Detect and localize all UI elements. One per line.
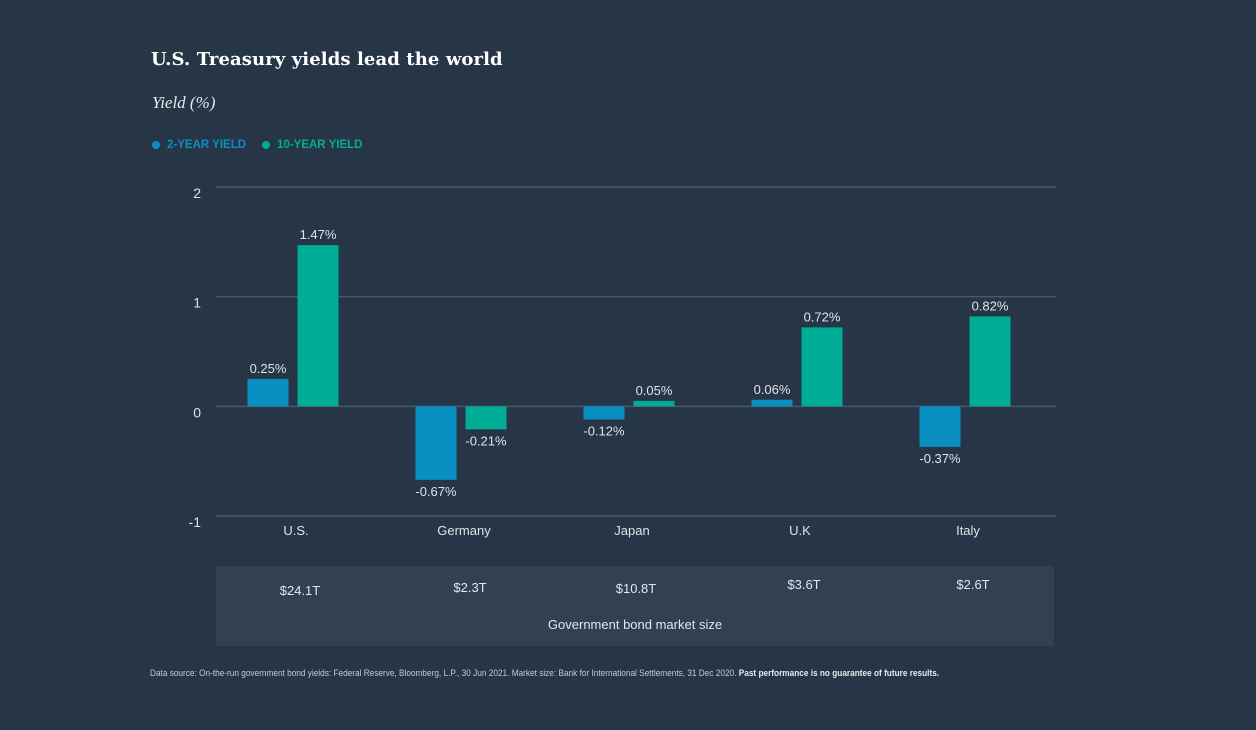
gridlines (216, 186, 1056, 517)
bar-2-year (415, 406, 457, 480)
bar-10-year (801, 327, 843, 407)
data-label: 0.06% (754, 382, 791, 397)
bar-2-year (751, 399, 793, 407)
y-tick-labels: 2 1 0 -1 (189, 185, 202, 530)
data-label: 0.25% (250, 361, 287, 376)
bar-2-year (583, 406, 625, 420)
y-tick-label: 1 (193, 295, 201, 311)
footnote-source: Data source: On-the-run government bond … (150, 668, 739, 679)
legend-item-10-year: 10-YEAR YIELD (262, 139, 362, 151)
legend-dot-10-year (262, 141, 271, 149)
bar-2-year (247, 378, 289, 407)
market-size-japan: $10.8T (615, 581, 657, 596)
x-tick-label: U.S. (283, 523, 308, 538)
market-size-panel: $24.1T $2.3T $10.8T $3.6T $2.6T Governme… (216, 566, 1054, 646)
data-label: 0.72% (804, 309, 841, 324)
x-tick-label: U.K (789, 523, 811, 538)
market-size-italy: $2.6T (956, 577, 990, 592)
legend-label-10-year: 10-YEAR YIELD (277, 139, 363, 151)
bar-10-year (633, 400, 675, 407)
x-tick-label: Germany (437, 523, 491, 538)
x-tick-label: Italy (956, 523, 980, 538)
y-axis-label: Yield (%) (152, 93, 216, 112)
data-label: 1.47% (300, 227, 337, 242)
x-tick-labels: U.S. Germany Japan U.K Italy (283, 523, 980, 538)
footnote-disclaimer: Past performance is no guarantee of futu… (738, 668, 940, 679)
data-label: -0.12% (583, 423, 625, 438)
bars (247, 245, 1011, 480)
market-size-caption: Government bond market size (547, 617, 723, 632)
footnote: Data source: On-the-run government bond … (150, 668, 939, 679)
legend-item-2-year: 2-YEAR YIELD (152, 139, 246, 151)
market-size-us: $24.1T (279, 583, 321, 598)
bar-chart: 210-1 0.25%1.47%-0.67%-0.21%-0.12%0.05% 0… (189, 185, 1056, 538)
y-tick-label: -1 (189, 514, 202, 530)
legend-label-2-year: 2-YEAR YIELD (167, 139, 247, 151)
data-label: -0.67% (415, 484, 457, 499)
data-label: -0.37% (919, 451, 961, 466)
chart-title: U.S. Treasury yields lead the world (151, 49, 503, 70)
y-tick-label: 0 (193, 404, 201, 420)
bar-10-year (969, 316, 1011, 407)
bar-10-year (297, 245, 339, 407)
bar-10-year (465, 406, 507, 430)
market-size-uk: $3.6T (787, 577, 821, 592)
bar-2-year (919, 406, 961, 447)
legend-dot-2-year (152, 141, 160, 149)
data-label: 0.05% (636, 383, 673, 398)
x-tick-label: Japan (614, 523, 649, 538)
y-tick-label: 2 (193, 185, 201, 201)
legend: 2-YEAR YIELD 10-YEAR YIELD (152, 139, 362, 151)
data-label: 0.82% (972, 298, 1009, 313)
data-labels: 0.25% 1.47% -0.67% -0.21% -0.12% 0.05% 0.06% 0.… (250, 227, 1009, 499)
market-size-germany: $2.3T (453, 580, 487, 595)
data-label: -0.21% (465, 433, 507, 448)
